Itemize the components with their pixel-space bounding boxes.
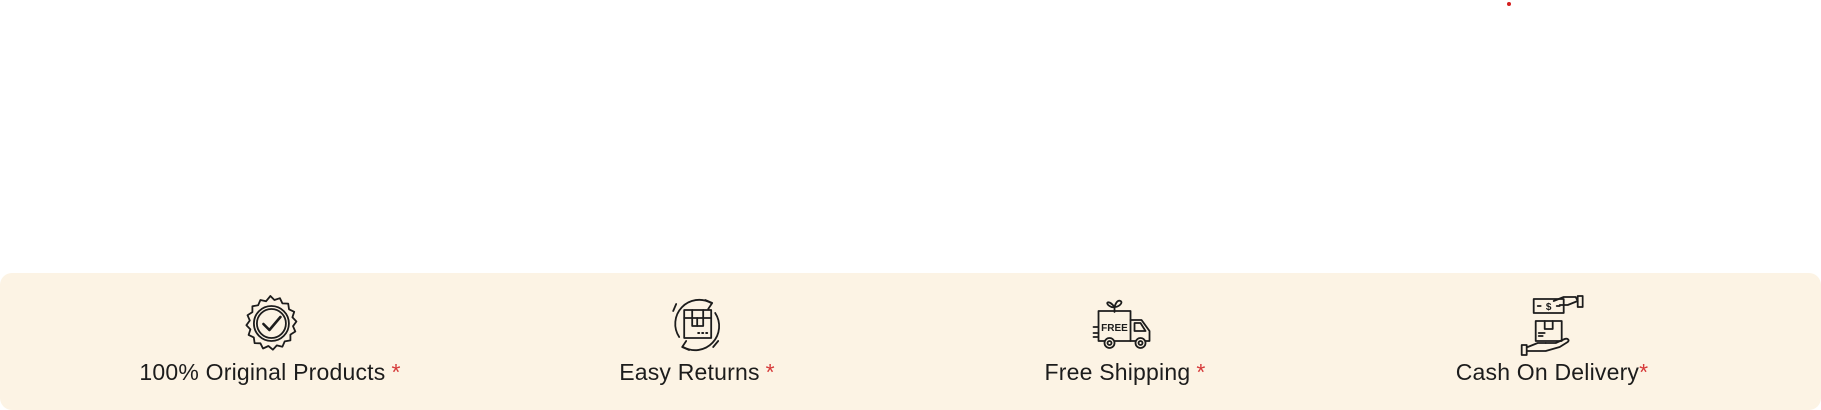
feature-text: 100% Original Products bbox=[139, 359, 386, 385]
asterisk-mark: * bbox=[1639, 359, 1649, 385]
feature-text: Cash On Delivery bbox=[1455, 359, 1640, 385]
feature-original-products: 100% Original Products * bbox=[139, 273, 400, 410]
cash-on-delivery-icon: $ bbox=[1520, 293, 1584, 357]
feature-easy-returns: Easy Returns * bbox=[619, 273, 775, 410]
svg-text:FREE: FREE bbox=[1102, 323, 1129, 334]
features-bar: 100% Original Products * Easy Returns * bbox=[0, 273, 1821, 410]
free-delivery-truck-icon: FREE bbox=[1093, 293, 1157, 357]
feature-text: Free Shipping bbox=[1044, 359, 1191, 385]
feature-cash-on-delivery: $ Cash On Delivery* bbox=[1456, 273, 1649, 410]
asterisk-mark: * bbox=[765, 359, 775, 385]
svg-text:$: $ bbox=[1546, 302, 1552, 313]
feature-text: Easy Returns bbox=[619, 359, 760, 385]
return-box-icon bbox=[665, 293, 729, 357]
feature-label: Easy Returns * bbox=[619, 359, 775, 386]
feature-label: 100% Original Products * bbox=[139, 359, 400, 386]
asterisk-mark: * bbox=[1196, 359, 1206, 385]
feature-label: Cash On Delivery* bbox=[1456, 359, 1649, 386]
feature-free-shipping: FREE Free Shipping * bbox=[1045, 273, 1206, 410]
asterisk-mark: * bbox=[391, 359, 401, 385]
feature-label: Free Shipping * bbox=[1045, 359, 1206, 386]
accent-dot bbox=[1507, 2, 1511, 6]
verified-badge-icon bbox=[238, 293, 302, 357]
